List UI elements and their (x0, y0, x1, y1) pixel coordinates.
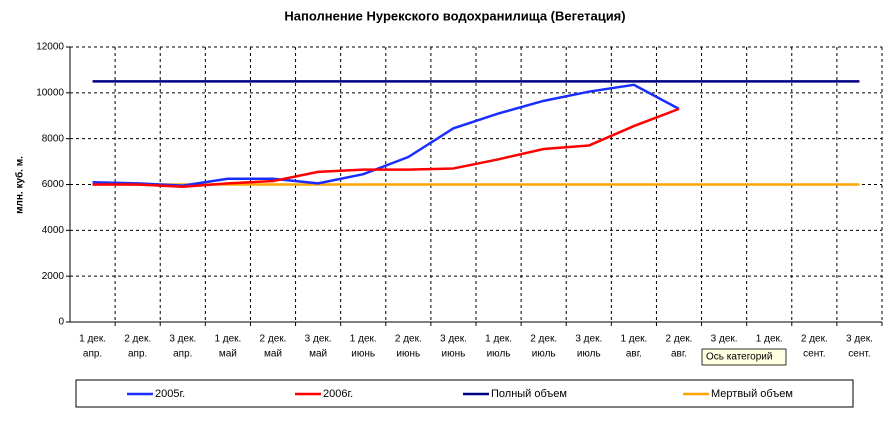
x-tick-label: апр. (83, 349, 102, 360)
x-tick-label: июнь (351, 349, 375, 360)
legend-label: Мертвый объем (711, 388, 793, 400)
y-tick-label: 4000 (42, 225, 65, 236)
x-tick-label: 1 дек. (485, 334, 512, 345)
x-tick-label: авг. (626, 349, 642, 360)
x-tick-label: апр. (128, 349, 147, 360)
x-tick-label: 3 дек. (169, 334, 196, 345)
chart-title: Наполнение Нурекского водохранилища (Вег… (284, 8, 625, 23)
x-tick-label: 2 дек. (395, 334, 422, 345)
x-tick-label: 3 дек. (305, 334, 332, 345)
x-tick-label: апр. (173, 349, 192, 360)
y-tick-label: 10000 (36, 87, 64, 98)
y-tick-label: 12000 (36, 42, 64, 53)
x-tick-label: 3 дек. (440, 334, 467, 345)
series-line (92, 83, 680, 187)
x-tick-label: июль (532, 349, 556, 360)
legend-label: 2006г. (323, 388, 353, 400)
x-tick-label: 2 дек. (801, 334, 828, 345)
x-tick-label: 2 дек. (260, 334, 287, 345)
x-tick-label: сент. (848, 349, 870, 360)
x-tick-label: 1 дек. (620, 334, 647, 345)
x-tick-label: 3 дек. (846, 334, 873, 345)
x-tick-label: 1 дек. (756, 334, 783, 345)
legend-label: Полный объем (491, 388, 567, 400)
y-tick-label: 0 (58, 317, 64, 328)
x-tick-label: июль (487, 349, 511, 360)
y-tick-label: 2000 (42, 271, 65, 282)
x-tick-label: 2 дек. (666, 334, 693, 345)
y-tick-label: 8000 (42, 133, 65, 144)
x-tick-label: июнь (396, 349, 420, 360)
legend (75, 379, 854, 408)
x-tick-label: май (264, 349, 282, 360)
x-tick-label: авг. (671, 349, 687, 360)
series-line (92, 107, 680, 189)
y-tick-label: 6000 (42, 179, 65, 190)
x-tick-label: 3 дек. (711, 334, 738, 345)
x-tick-label: июль (577, 349, 601, 360)
x-tick-label: май (309, 349, 327, 360)
tooltip-text: Ось категорий (706, 352, 772, 363)
x-tick-label: май (219, 349, 237, 360)
x-tick-label: 1 дек. (350, 334, 377, 345)
x-tick-label: сент. (803, 349, 825, 360)
x-tick-label: 1 дек. (214, 334, 241, 345)
x-tick-label: июнь (442, 349, 466, 360)
x-tick-label: 1 дек. (79, 334, 106, 345)
x-tick-label: 2 дек. (124, 334, 151, 345)
tooltip-box (701, 348, 787, 366)
legend-label: 2005г. (155, 388, 185, 400)
x-tick-label: 2 дек. (530, 334, 557, 345)
x-tick-label: 3 дек. (575, 334, 602, 345)
y-axis-label: млн. куб. м. (14, 156, 26, 214)
